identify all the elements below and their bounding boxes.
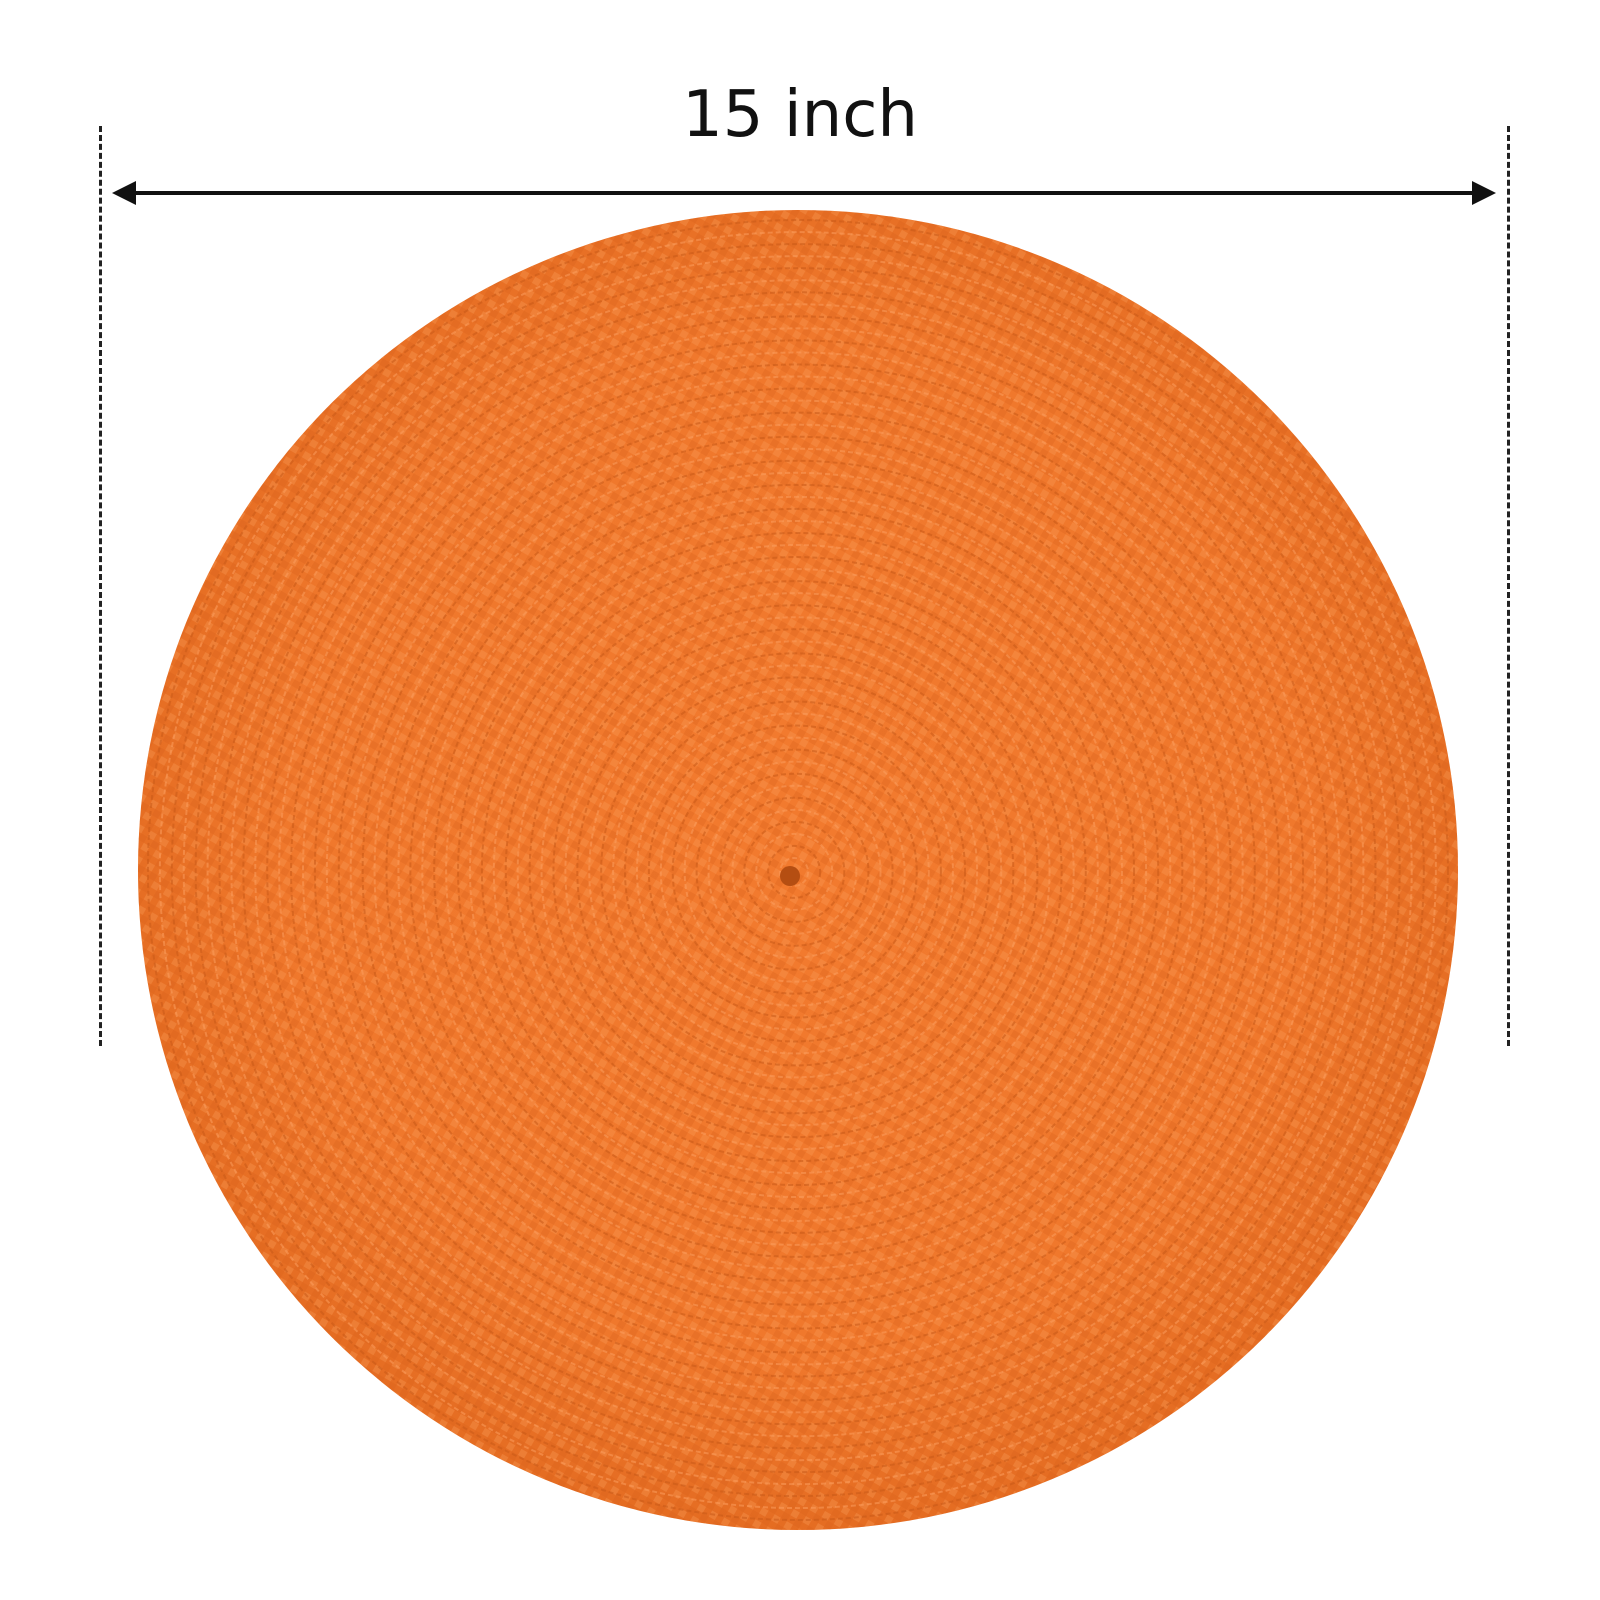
placemat-ring <box>397 471 1196 1270</box>
placemat-ring <box>612 688 979 1055</box>
left-dashed-guide <box>99 126 102 1046</box>
placemat-ring <box>242 315 1353 1426</box>
placemat-ring <box>635 712 954 1031</box>
placemat-ring <box>671 748 918 995</box>
placemat-ring <box>683 760 906 983</box>
placemat-ring <box>576 652 1015 1091</box>
placemat-ring <box>290 363 1305 1378</box>
placemat-ring <box>600 676 991 1067</box>
placemat-ring <box>313 387 1280 1354</box>
placemat-ring <box>516 592 1075 1151</box>
placemat-ring <box>158 231 1437 1510</box>
placemat-ring <box>349 423 1244 1318</box>
placemat-ring <box>194 267 1401 1474</box>
placemat-ring <box>266 339 1329 1402</box>
placemat-ring <box>146 219 1449 1522</box>
placemat-ring <box>230 303 1365 1438</box>
placemat-ring <box>409 483 1184 1258</box>
placemat-ring <box>624 700 967 1043</box>
placemat-ring <box>647 724 942 1019</box>
placemat-ring <box>170 243 1425 1498</box>
placemat-ring <box>385 459 1208 1282</box>
placemat-ring <box>564 640 1027 1103</box>
placemat-ring <box>254 327 1341 1414</box>
placemat-ring <box>552 628 1039 1115</box>
placemat-ring <box>445 519 1148 1222</box>
placemat-ring <box>301 375 1292 1366</box>
placemat-ring <box>206 279 1389 1462</box>
placemat-ring <box>767 844 822 899</box>
placemat-ring <box>707 784 882 959</box>
placemat-ring <box>433 507 1160 1234</box>
placemat-ring <box>540 616 1051 1127</box>
placemat-ring <box>755 832 834 911</box>
placemat-ring <box>719 796 870 947</box>
placemat-ring <box>731 808 858 935</box>
placemat-ring <box>659 736 930 1007</box>
placemat-ring <box>480 556 1111 1187</box>
placemat-center <box>780 866 800 886</box>
right-dashed-guide <box>1507 126 1510 1046</box>
placemat-ring <box>743 820 846 923</box>
placemat-ring <box>457 531 1136 1210</box>
arrowhead-right-icon <box>1472 181 1496 205</box>
placemat-ring <box>182 255 1413 1486</box>
placemat-ring <box>695 772 894 971</box>
placemat-ring <box>218 291 1377 1450</box>
placemat-spiral-rings <box>146 219 1449 1522</box>
arrowhead-left-icon <box>112 181 136 205</box>
placemat-ring <box>337 411 1256 1330</box>
placemat-ring <box>779 856 810 887</box>
placemat-ring <box>504 580 1087 1163</box>
placemat-ring <box>278 351 1317 1390</box>
placemat-ring <box>373 447 1220 1294</box>
placemat-ring <box>588 664 1003 1079</box>
placemat-ring <box>528 604 1063 1139</box>
placemat-ring <box>492 568 1099 1175</box>
dimension-label: 15 inch <box>682 78 918 152</box>
placemat-ring <box>361 435 1232 1306</box>
placemat-ring <box>421 495 1172 1246</box>
placemat-ring <box>325 399 1268 1342</box>
